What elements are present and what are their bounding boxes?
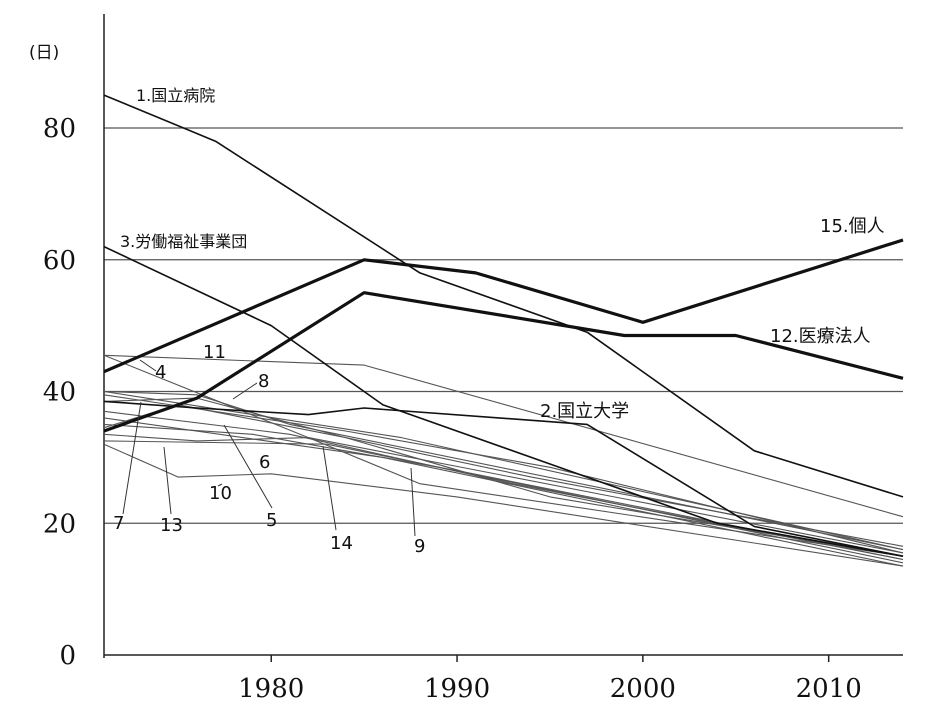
- series-line-8: [103, 443, 904, 567]
- labeled-series-lines: [103, 94, 904, 557]
- pointer-9: [410, 467, 416, 537]
- label-pointer-lines: [122, 359, 416, 537]
- label-6: 6: [259, 452, 270, 473]
- series-line-12.医療法人: [103, 291, 904, 433]
- axes: [103, 14, 903, 658]
- grid-lines: [104, 127, 903, 524]
- label-8: 8: [258, 371, 269, 392]
- label-11: 11: [203, 342, 226, 363]
- pointer-14: [322, 445, 337, 531]
- series-line-2.国立大学: [103, 400, 904, 557]
- pointer-7: [122, 401, 142, 515]
- y-tick-80: 80: [43, 114, 76, 144]
- series-labels: 1.国立病院 2.国立大学 3.労働福祉事業団 12.医療法人 15.個人 4 …: [113, 86, 885, 557]
- series-line-12: [103, 433, 904, 557]
- label-9: 9: [414, 536, 425, 557]
- y-tick-60: 60: [43, 246, 76, 276]
- series-line-15.個人: [103, 238, 904, 374]
- pointer-13: [163, 446, 172, 515]
- series-line-10: [103, 390, 904, 551]
- label-5: 5: [266, 510, 277, 531]
- y-tick-labels: 0 20 40 60 80: [43, 114, 76, 671]
- label-7: 7: [113, 513, 124, 534]
- y-tick-20: 20: [43, 509, 76, 539]
- x-tick-2010: 2010: [796, 674, 862, 704]
- series-line-3: [103, 390, 904, 551]
- label-14: 14: [330, 533, 353, 554]
- series-line-1: [103, 354, 904, 518]
- label-iryo-hojin: 12.医療法人: [770, 326, 871, 347]
- label-4: 4: [155, 362, 166, 383]
- pointer-8: [232, 382, 258, 400]
- pointer-5: [223, 424, 273, 509]
- x-tick-labels: 1980 1990 2000 2010: [238, 655, 862, 704]
- pointer-4: [139, 359, 157, 372]
- series-line-3.労働福祉事業団: [103, 245, 904, 557]
- label-13: 13: [160, 515, 183, 536]
- y-tick-40: 40: [43, 378, 76, 408]
- series-line-9: [103, 440, 904, 564]
- series-line-11: [103, 423, 904, 561]
- label-rodo-fukushi: 3.労働福祉事業団: [120, 232, 247, 251]
- series-line-1.国立病院: [103, 94, 904, 498]
- pointer-10: [217, 483, 223, 487]
- label-kokuritsu-byoin: 1.国立病院: [136, 86, 215, 105]
- x-tick-1990: 1990: [424, 674, 490, 704]
- x-tick-2000: 2000: [610, 674, 676, 704]
- label-10: 10: [209, 483, 232, 504]
- y-tick-0: 0: [59, 641, 76, 671]
- label-kokuritsu-daigaku: 2.国立大学: [540, 401, 629, 422]
- y-axis-unit-label: (日): [29, 43, 59, 63]
- label-kojin: 15.個人: [820, 216, 885, 237]
- x-tick-1980: 1980: [238, 674, 304, 704]
